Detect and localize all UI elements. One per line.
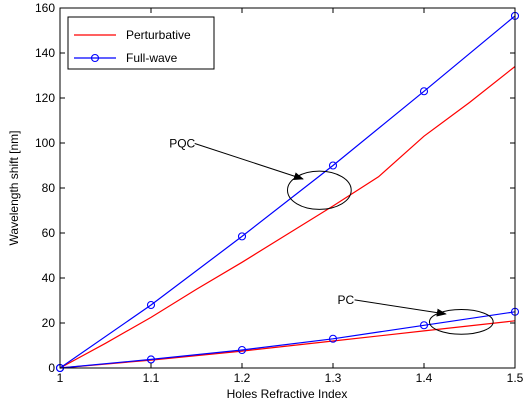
- series-line-pc-full-wave: [59, 311, 516, 369]
- y-tick-label: 0: [48, 361, 55, 375]
- pc-arrow: [354, 299, 447, 317]
- legend: Perturbative Full-wave: [67, 16, 215, 70]
- data-point-pc-full-wave: [419, 321, 429, 330]
- data-point-pc-full-wave: [328, 334, 338, 343]
- y-tick-label: 120: [35, 91, 55, 105]
- pc-ellipse: [428, 309, 494, 335]
- pqc-label: PQC: [169, 137, 195, 151]
- data-point-pqc-full-wave: [237, 232, 247, 241]
- pqc-arrow: [194, 143, 304, 180]
- pc-label: PC: [338, 293, 355, 307]
- y-tick-label: 20: [42, 316, 56, 330]
- axes: 1 1.1 1.2 1.3 1.4 1.5 0 20 40 60 80 100 120 140 160: [35, 1, 523, 385]
- x-tick-label: 1.3: [325, 371, 342, 385]
- y-tick-label: 80: [42, 181, 56, 195]
- legend-label-perturbative: Perturbative: [126, 28, 191, 42]
- y-tick-label: 140: [35, 46, 55, 60]
- y-tick-label: 160: [35, 1, 55, 15]
- y-tick-label: 60: [42, 226, 56, 240]
- pqc-ellipse: [287, 170, 352, 210]
- y-tick-label: 100: [35, 136, 55, 150]
- x-tick-label: 1: [57, 371, 64, 385]
- x-tick-label: 1.2: [234, 371, 251, 385]
- series-line-pqc-full-wave: [59, 15, 516, 369]
- x-tick-label: 1.5: [507, 371, 523, 385]
- y-axis-title: Wavelength shift [nm]: [7, 131, 21, 246]
- x-tick-label: 1.4: [416, 371, 433, 385]
- x-axis-title: Holes Refractive Index: [227, 387, 348, 401]
- data-point-pqc-full-wave: [146, 300, 156, 310]
- data-point-pqc-full-wave: [419, 87, 429, 96]
- data-point-pc-full-wave: [146, 355, 156, 364]
- data-point-pc-full-wave: [237, 345, 247, 355]
- series-line-pqc-perturbative: [59, 66, 516, 369]
- x-tick-label: 1.1: [143, 371, 160, 385]
- legend-marker-full-wave: [90, 53, 100, 63]
- y-tick-label: 40: [42, 271, 56, 285]
- data-point-pqc-full-wave: [328, 161, 338, 170]
- legend-label-full-wave: Full-wave: [126, 51, 178, 65]
- annotation-layer: PQC PC: [169, 137, 494, 335]
